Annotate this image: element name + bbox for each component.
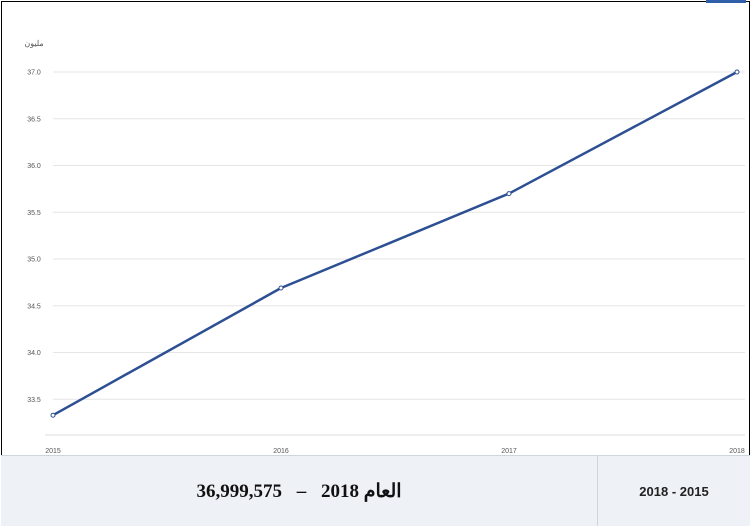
data-point[interactable] [506,191,512,197]
chart-footer: العام 2018 – 36,999,575 2018 - 2015 [1,455,750,526]
summary-year-label: العام 2018 [320,480,402,502]
series-layer [50,69,740,418]
grid-lines [45,71,745,436]
summary-line: العام 2018 – 36,999,575 [191,480,406,503]
x-tick-label: 2016 [273,448,289,455]
y-tick-label: 35.0 [27,257,41,264]
series-line [52,70,738,417]
summary-value: 36,999,575 [196,480,282,502]
corner-accent [706,0,746,3]
x-tick-label: 2017 [501,448,517,455]
y-tick-label: 34.0 [27,350,41,357]
x-tick-labels: 2015 2016 2017 2018 [45,448,745,455]
y-tick-label: 37.0 [27,70,41,77]
y-tick-label: 34.5 [27,303,41,310]
y-tick-label: 35.5 [27,210,41,217]
footer-summary: العام 2018 – 36,999,575 [1,456,597,526]
summary-dash: – [296,480,307,502]
year-range-selector[interactable]: 2018 - 2015 [639,483,709,499]
x-tick-label: 2018 [729,448,745,455]
y-tick-label: 36.5 [27,116,41,123]
y-tick-labels: 37.0 36.5 36.0 35.5 35.0 34.5 34.0 33.5 [27,70,41,404]
y-tick-label: 33.5 [27,397,41,404]
data-point[interactable] [278,285,284,291]
line-chart: مليون 37.0 36.5 36.0 35.5 35.0 34.5 34.0 33.5 2… [24,39,745,455]
data-point[interactable] [734,69,740,75]
data-point[interactable] [50,412,56,418]
x-tick-label: 2015 [45,448,61,455]
footer-divider [597,456,598,526]
y-tick-label: 36.0 [27,163,41,170]
y-axis-unit-label: مليون [24,39,43,48]
